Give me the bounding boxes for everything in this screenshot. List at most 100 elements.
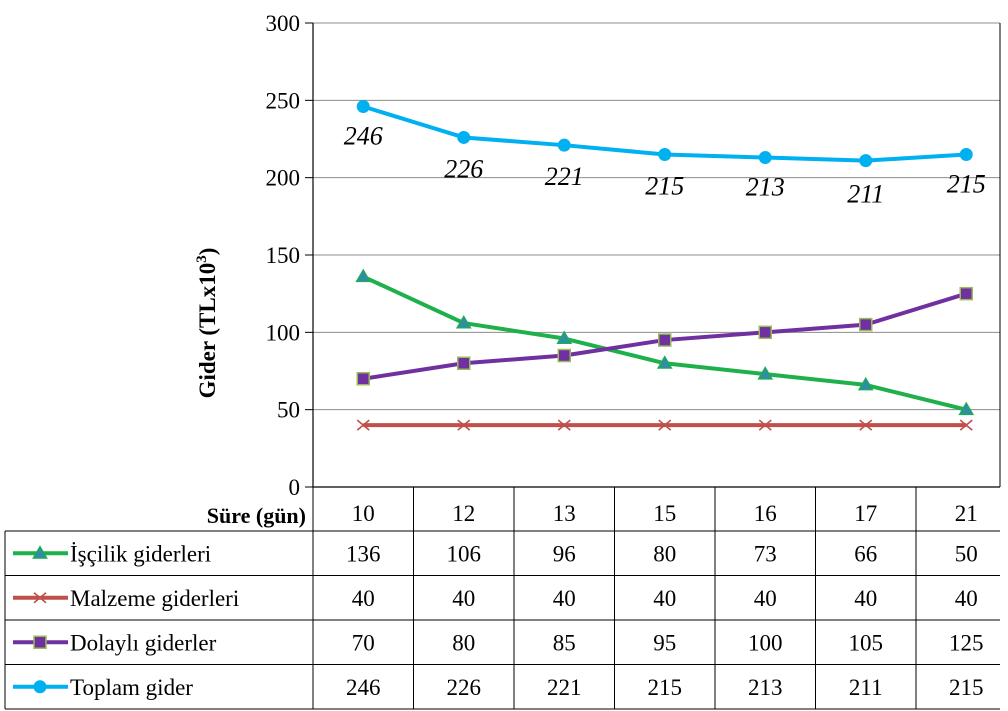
data-label: 211 xyxy=(847,180,884,209)
y-tick-label: 300 xyxy=(266,11,301,36)
x-marker-stroke xyxy=(356,419,370,431)
triangle-marker xyxy=(455,315,472,329)
x-marker xyxy=(758,419,772,431)
table-cell-value: 100 xyxy=(748,630,783,655)
table-cell-value: 66 xyxy=(854,541,877,566)
table-cell-value: 85 xyxy=(553,630,576,655)
data-labels: 246 226 221 215 213 211 215 xyxy=(344,122,986,209)
table-cell-value: 215 xyxy=(648,675,683,700)
y-axis-label: Gider (TLx103) xyxy=(194,248,220,399)
y-tick-label: 250 xyxy=(266,88,301,113)
table-row: İşçilik giderleri 136 106 96 80 73 66 50 xyxy=(13,541,978,566)
x-marker xyxy=(859,419,873,431)
legend-series-name: Toplam gider xyxy=(70,675,193,700)
table-cell-value: 95 xyxy=(653,630,676,655)
x-tick-label: 12 xyxy=(452,501,475,526)
triangle-marker xyxy=(32,545,48,559)
square-marker xyxy=(457,356,471,371)
table-cell-value: 40 xyxy=(854,586,877,611)
x-tick-label: 16 xyxy=(754,501,777,526)
circle-marker xyxy=(658,147,672,161)
x-axis-title: Süre (gün) xyxy=(207,503,306,528)
table-cell-value: 40 xyxy=(352,586,375,611)
square-marker xyxy=(33,635,47,649)
y-tick-label: 200 xyxy=(266,166,301,191)
data-table: Süre (gün) 10 12 13 15 16 17 21 İşçilik giderler… xyxy=(4,486,1000,710)
x-tick-label: 17 xyxy=(854,501,877,526)
table-cell-value: 211 xyxy=(849,675,883,700)
x-tick-label: 15 xyxy=(653,501,676,526)
circle-marker xyxy=(758,151,772,165)
triangle-marker xyxy=(958,401,975,416)
data-label: 221 xyxy=(545,162,584,191)
data-label: 215 xyxy=(947,169,986,198)
table-cell-value: 80 xyxy=(452,630,475,655)
circle-marker xyxy=(33,680,47,694)
y-tick-label: 150 xyxy=(266,243,301,268)
table-cell-value: 221 xyxy=(547,675,582,700)
table-cell-value: 80 xyxy=(653,541,676,566)
square-marker xyxy=(758,325,772,340)
circle-marker xyxy=(959,147,973,161)
x-marker xyxy=(658,419,672,431)
x-marker-stroke xyxy=(457,419,471,431)
table-cell-value: 73 xyxy=(754,541,777,566)
table-cell-value: 215 xyxy=(949,675,984,700)
triangle-marker xyxy=(556,330,573,345)
series-lines xyxy=(355,100,975,431)
table-cell-value: 70 xyxy=(352,630,375,655)
table-cell-value: 213 xyxy=(748,675,783,700)
table-row: Toplam gider 246 226 221 215 213 211 215 xyxy=(13,675,984,700)
x-marker xyxy=(457,419,471,431)
x-marker xyxy=(959,419,973,431)
table-cell-value: 106 xyxy=(447,541,482,566)
square-marker xyxy=(859,317,873,332)
x-marker xyxy=(356,419,370,431)
triangle-marker xyxy=(757,366,774,380)
table-cell-value: 125 xyxy=(949,630,984,655)
data-label: 215 xyxy=(645,171,684,200)
legend-series-name: Malzeme giderleri xyxy=(70,586,239,611)
x-marker-stroke xyxy=(557,419,571,431)
table-cell-value: 40 xyxy=(653,586,676,611)
table-cell-value: 40 xyxy=(452,586,475,611)
x-marker-stroke xyxy=(758,419,772,431)
circle-marker xyxy=(457,130,471,144)
x-marker-stroke xyxy=(33,592,47,604)
table-cell-value: 105 xyxy=(849,630,884,655)
table-cell-value: 40 xyxy=(553,586,576,611)
x-marker-stroke xyxy=(658,419,672,431)
x-marker-stroke xyxy=(959,419,973,431)
x-marker xyxy=(557,419,571,431)
table-cell-value: 246 xyxy=(346,675,381,700)
x-tick-label: 13 xyxy=(553,501,576,526)
table-cell-value: 40 xyxy=(754,586,777,611)
gridlines xyxy=(313,22,1000,411)
x-tick-label: 10 xyxy=(352,501,375,526)
legend-series-name: İşçilik giderleri xyxy=(70,541,211,566)
x-tick-label: 21 xyxy=(955,501,978,526)
triangle-marker xyxy=(355,268,372,283)
table-cell-value: 226 xyxy=(447,675,482,700)
table-row: Dolaylı giderler 70 80 85 95 100 105 125 xyxy=(13,630,984,655)
axes: 0 50 100 150 200 250 300 xyxy=(266,11,1001,500)
x-marker-stroke xyxy=(859,419,873,431)
y-tick-label: 50 xyxy=(277,398,300,423)
triangle-marker xyxy=(857,376,874,391)
x-marker xyxy=(33,592,47,604)
circle-marker xyxy=(356,100,370,114)
square-marker xyxy=(959,286,973,301)
data-label: 246 xyxy=(344,122,383,151)
legend-series-name: Dolaylı giderler xyxy=(70,630,217,655)
y-tick-label: 100 xyxy=(266,320,301,345)
table-cell-value: 136 xyxy=(346,541,381,566)
y-tick-label: 0 xyxy=(289,475,301,500)
table-cell-value: 40 xyxy=(955,586,978,611)
circle-marker xyxy=(859,154,873,168)
data-label: 213 xyxy=(746,173,785,202)
table-cell-value: 50 xyxy=(955,541,978,566)
triangle-marker xyxy=(656,355,673,369)
square-marker xyxy=(557,348,571,363)
table-row: Malzeme giderleri 40 40 40 40 40 40 40 xyxy=(13,586,978,611)
